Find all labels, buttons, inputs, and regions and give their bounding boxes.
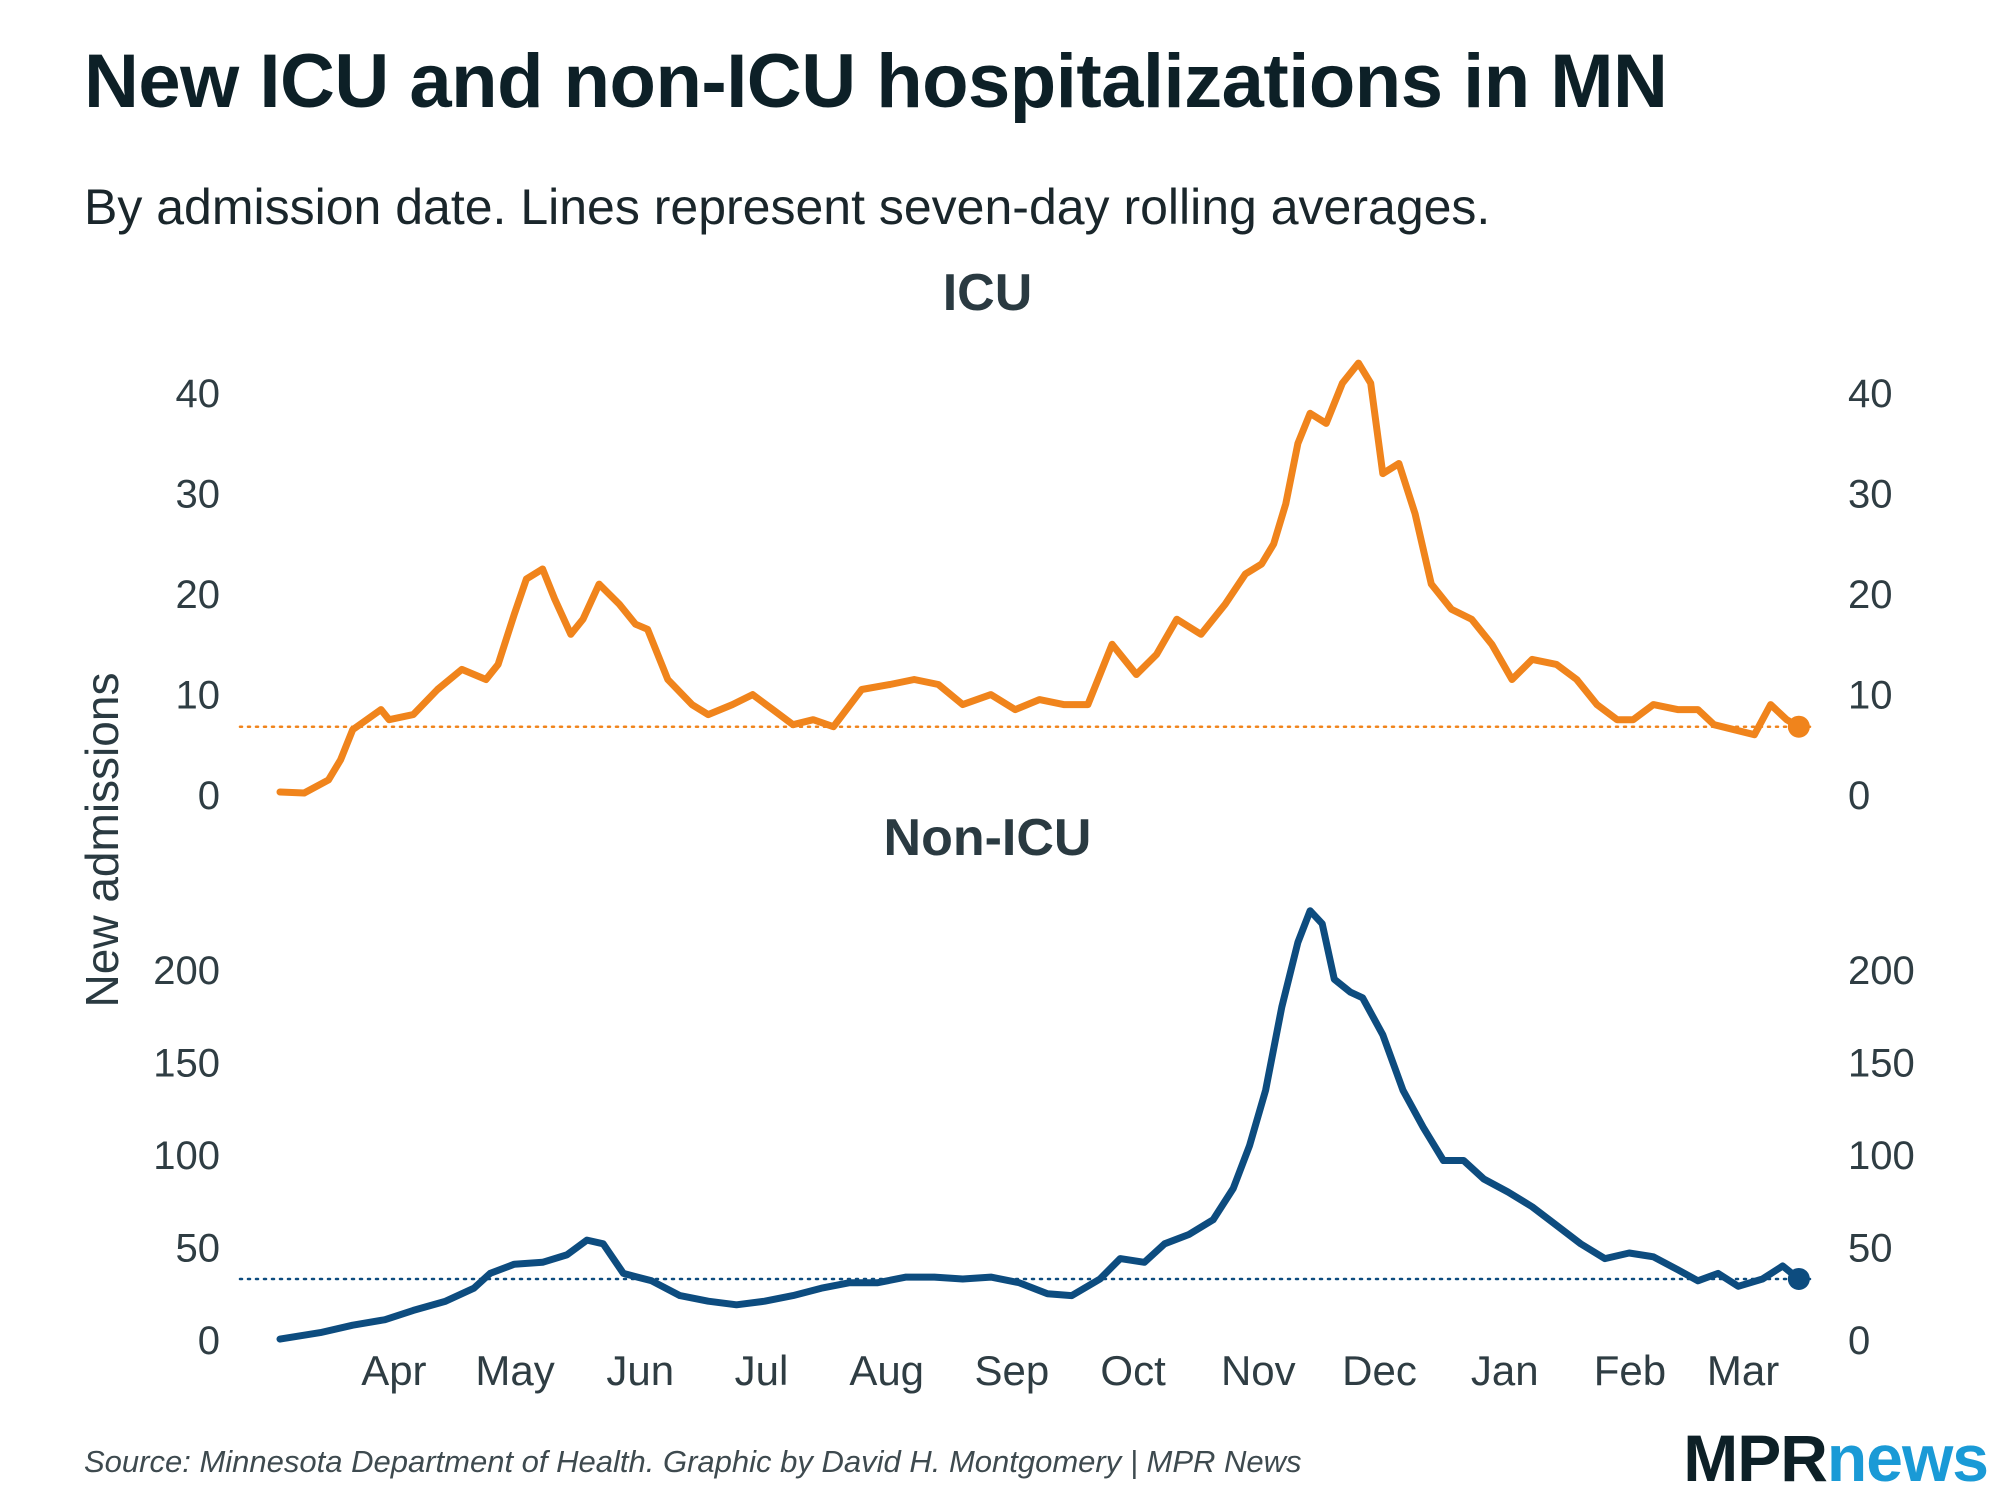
icu-ytick-left: 20 bbox=[176, 573, 221, 617]
source-credit: Source: Minnesota Department of Health. … bbox=[84, 1444, 1302, 1479]
non-icu-panel-title: Non-ICU bbox=[884, 809, 1092, 867]
icu-ytick-right: 10 bbox=[1848, 674, 1893, 718]
x-tick-label: Nov bbox=[1221, 1347, 1296, 1394]
logo-news-text: news bbox=[1826, 1421, 1989, 1495]
x-tick-label: Sep bbox=[975, 1347, 1050, 1394]
non-icu-series-line bbox=[276, 907, 1803, 1343]
non-icu-ytick-left: 150 bbox=[153, 1042, 220, 1086]
x-tick-label: May bbox=[475, 1347, 554, 1394]
non-icu-ytick-left: 50 bbox=[176, 1227, 221, 1271]
non-icu-ytick-left: 0 bbox=[198, 1319, 220, 1363]
icu-ytick-left: 0 bbox=[198, 774, 220, 818]
icu-ytick-left: 10 bbox=[176, 674, 221, 718]
non-icu-ytick-right: 150 bbox=[1848, 1042, 1915, 1086]
icu-ytick-right: 20 bbox=[1848, 573, 1893, 617]
non-icu-ytick-left: 200 bbox=[153, 949, 220, 993]
x-tick-label: Dec bbox=[1342, 1347, 1417, 1394]
non-icu-ytick-right: 50 bbox=[1848, 1227, 1893, 1271]
logo-mpr-text: MPR bbox=[1683, 1421, 1828, 1495]
non-icu-ytick-right: 0 bbox=[1848, 1319, 1870, 1363]
icu-panel-title: ICU bbox=[943, 264, 1033, 322]
x-tick-label: Jan bbox=[1471, 1347, 1539, 1394]
chart-title: New ICU and non-ICU hospitalizations in … bbox=[84, 39, 1668, 124]
x-tick-label: Feb bbox=[1594, 1347, 1666, 1394]
icu-ytick-right: 0 bbox=[1848, 774, 1870, 818]
non-icu-endpoint-dot bbox=[1787, 1267, 1810, 1290]
non-icu-ytick-right: 100 bbox=[1848, 1134, 1915, 1178]
icu-ytick-right: 30 bbox=[1848, 473, 1893, 517]
non-icu-ytick-left: 100 bbox=[153, 1134, 220, 1178]
non-icu-ytick-right: 200 bbox=[1848, 949, 1915, 993]
x-tick-label: Jun bbox=[606, 1347, 674, 1394]
icu-ytick-left: 30 bbox=[176, 473, 221, 517]
x-tick-label: Mar bbox=[1707, 1347, 1779, 1394]
chart-subtitle: By admission date. Lines represent seven… bbox=[84, 179, 1491, 235]
icu-endpoint-dot bbox=[1787, 715, 1810, 738]
icu-series-line bbox=[276, 359, 1803, 797]
y-axis-label: New admissions bbox=[76, 673, 128, 1008]
icu-ytick-left: 40 bbox=[176, 372, 221, 416]
mpr-news-logo: MPRnews bbox=[1683, 1420, 1989, 1496]
x-tick-label: Aug bbox=[849, 1347, 924, 1394]
icu-ytick-right: 40 bbox=[1848, 372, 1893, 416]
x-tick-label: Oct bbox=[1100, 1347, 1166, 1394]
x-tick-label: Jul bbox=[735, 1347, 789, 1394]
x-tick-label: Apr bbox=[361, 1347, 426, 1394]
